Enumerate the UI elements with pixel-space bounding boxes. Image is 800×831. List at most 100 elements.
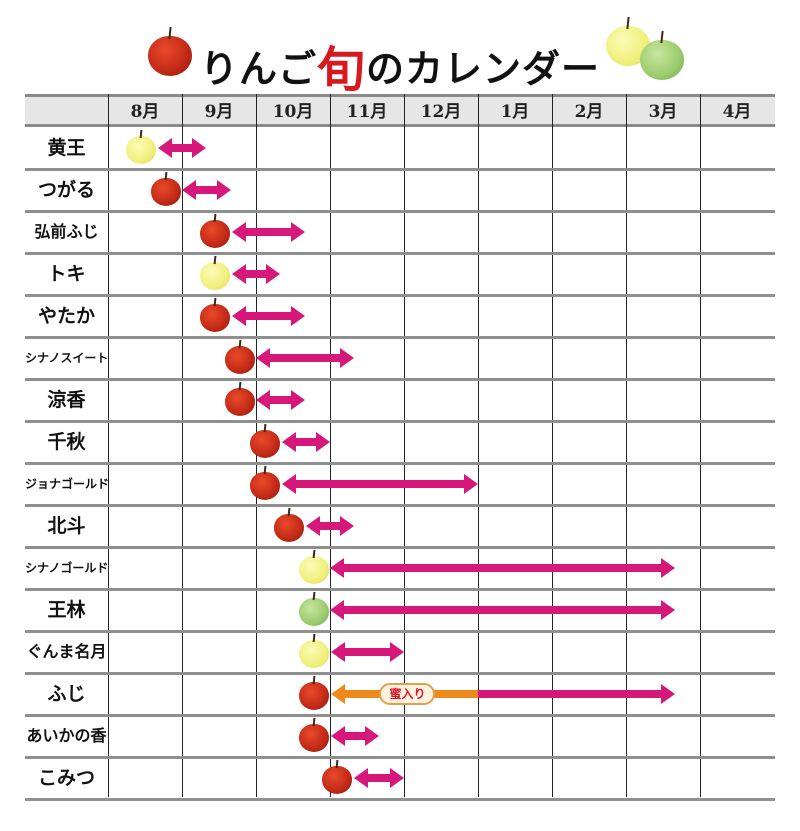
grid-column-line	[182, 94, 183, 797]
season-arrow: 蜜入り	[331, 683, 675, 705]
season-arrow	[232, 222, 305, 242]
month-header-cell: 3月	[648, 102, 678, 122]
red-apple-icon	[224, 346, 255, 374]
arrow-left-icon	[306, 516, 321, 536]
red-apple-icon	[224, 388, 255, 416]
season-arrow	[232, 264, 281, 284]
arrow-right-icon	[290, 306, 305, 326]
variety-label: つがる	[37, 179, 95, 201]
season-arrow	[157, 138, 207, 158]
green-apple-icon	[640, 40, 684, 80]
grid-row-line	[25, 210, 775, 213]
arrow-right-icon	[315, 432, 330, 452]
month-header-cell: 9月	[204, 102, 234, 122]
arrow-right-icon	[192, 138, 207, 158]
season-arrow	[232, 306, 305, 326]
arrow-left-icon	[256, 390, 270, 410]
grid-row-line	[25, 546, 775, 549]
season-arrow	[182, 180, 231, 200]
grid-column-line	[700, 94, 701, 797]
season-arrow	[330, 600, 675, 620]
grid-column-line	[626, 94, 627, 797]
variety-label: 涼香	[47, 389, 86, 411]
red-apple-icon	[274, 514, 305, 542]
green-apple-icon	[298, 598, 329, 626]
season-arrow	[281, 474, 478, 494]
season-arrow	[256, 348, 355, 368]
arrow-right-icon	[660, 600, 675, 620]
month-header-cell: 1月	[500, 102, 530, 122]
arrow-right-icon	[290, 222, 305, 242]
grid-column-line	[552, 94, 553, 797]
yellow-apple-icon	[298, 640, 329, 668]
arrow-left-icon	[331, 684, 346, 704]
red-apple-icon	[249, 472, 280, 500]
title-prefix: りんご	[200, 47, 318, 91]
season-arrow	[281, 432, 330, 452]
red-apple-icon	[322, 766, 353, 794]
variety-label: 千秋	[47, 431, 86, 453]
grid-row-line	[25, 756, 775, 759]
month-header: 8月 9月 10月 11月 12月 1月 2月 3月 4月	[25, 94, 775, 127]
red-apple-icon	[298, 724, 329, 752]
season-arrow	[330, 726, 379, 746]
arrow-left-icon	[232, 306, 247, 326]
arrow-left-icon	[232, 222, 247, 242]
arrow-right-icon	[266, 264, 281, 284]
red-apple-icon	[148, 36, 192, 76]
variety-label: こみつ	[37, 767, 95, 789]
grid-row-line	[25, 504, 775, 507]
variety-label: 黄王	[47, 137, 86, 159]
arrow-left-icon	[281, 432, 296, 452]
arrow-left-icon	[157, 138, 172, 158]
grid-row-line	[25, 294, 775, 297]
arrow-right-icon	[340, 516, 355, 536]
month-header-cell: 2月	[574, 102, 604, 122]
red-apple-icon	[249, 430, 280, 458]
variety-label: シナノゴールド	[25, 561, 108, 575]
month-header-cell: 11月	[346, 102, 388, 122]
arrow-right-icon	[364, 726, 379, 746]
grid-row-line	[25, 714, 775, 717]
yellow-apple-icon	[200, 262, 231, 290]
grid-row-line	[25, 378, 775, 381]
red-apple-icon	[150, 178, 181, 206]
variety-label: やたか	[37, 305, 95, 327]
grid-row-line	[25, 672, 775, 675]
variety-label: ふじ	[47, 683, 86, 705]
arrow-right-icon	[389, 768, 404, 788]
title-accent: 旬	[317, 42, 367, 98]
arrow-left-icon	[354, 768, 369, 788]
grid-column-line	[478, 94, 479, 797]
grid-row-line	[25, 462, 775, 465]
season-arrow	[330, 558, 675, 578]
season-arrow	[306, 516, 355, 536]
title-text: りんご旬のカレンダー	[200, 30, 600, 100]
variety-label: 王林	[47, 599, 86, 621]
arrow-left-icon	[330, 726, 345, 746]
season-arrow	[256, 390, 305, 410]
chart-title: りんご旬のカレンダー	[0, 14, 800, 98]
variety-label: 弘前ふじ	[34, 222, 99, 241]
season-arrow	[331, 642, 404, 662]
arrow-left-icon	[232, 264, 247, 284]
variety-label: 北斗	[47, 515, 86, 537]
grid-row-line	[25, 420, 775, 423]
arrow-left-icon	[281, 474, 296, 494]
month-header-cell: 4月	[722, 102, 752, 122]
arrow-right-icon	[389, 642, 404, 662]
arrow-right-icon	[340, 348, 355, 368]
arrow-left-icon	[330, 600, 344, 620]
grid-row-line	[25, 336, 775, 339]
grid-row-line	[25, 798, 775, 801]
month-header-cell: 10月	[272, 102, 314, 122]
season-arrow	[354, 768, 404, 788]
month-header-cell: 8月	[130, 102, 160, 122]
grid-column-line	[330, 94, 331, 797]
grid-row-line	[25, 588, 775, 591]
variety-label: トキ	[47, 263, 86, 285]
month-header-cell: 12月	[420, 102, 462, 122]
arrow-left-icon	[330, 558, 344, 578]
grid-row-line	[25, 252, 775, 255]
variety-label: ぐんま名月	[26, 642, 107, 661]
